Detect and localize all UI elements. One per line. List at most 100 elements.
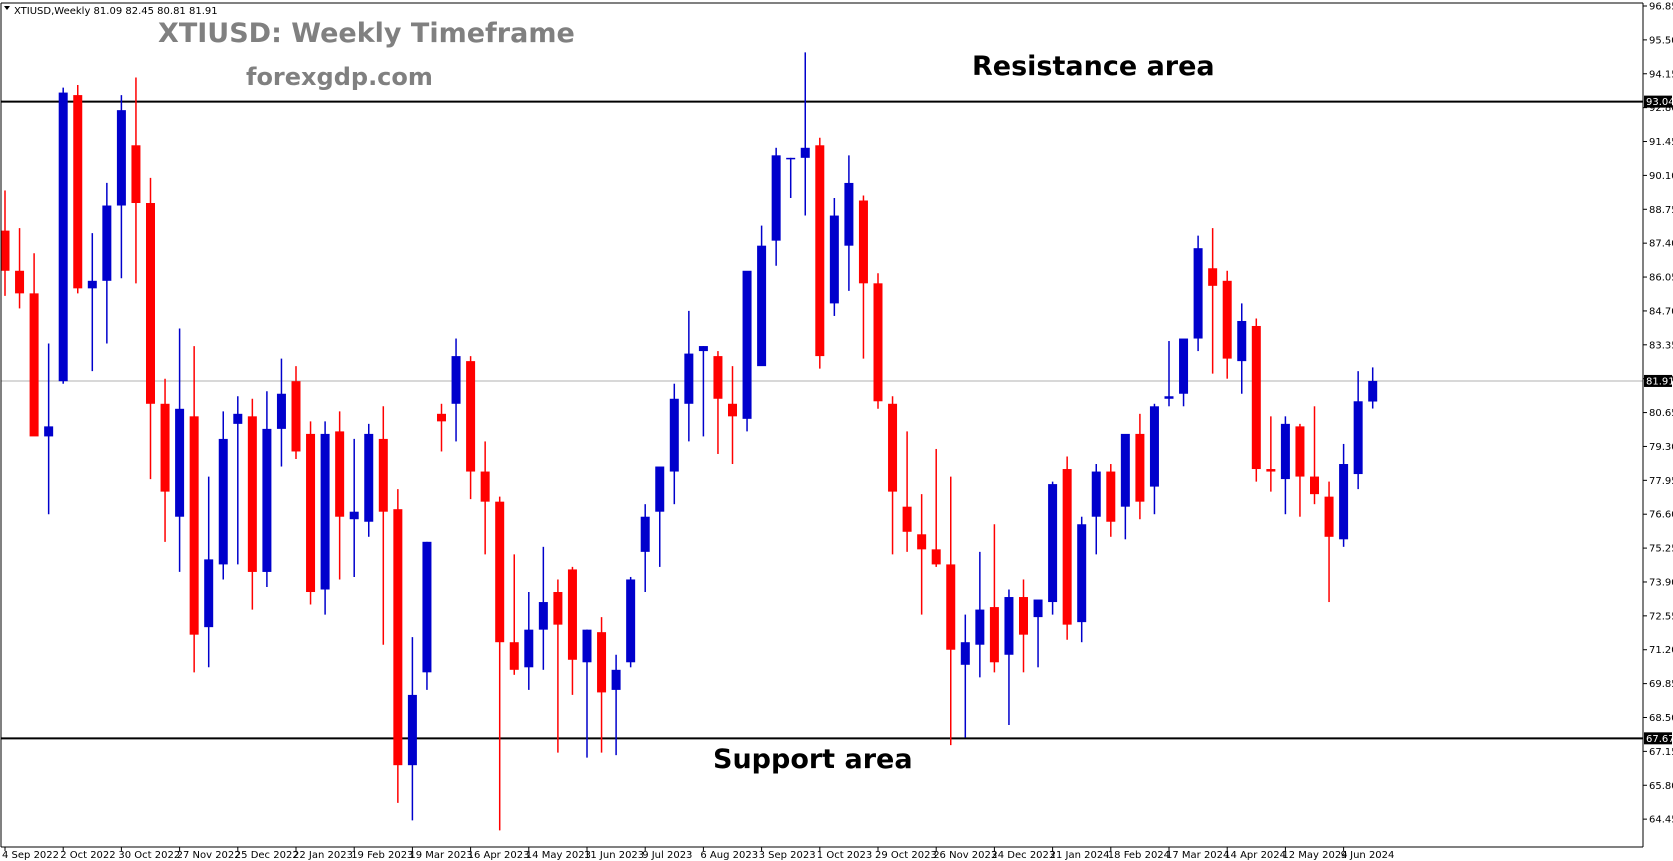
candle — [451, 338, 461, 442]
candle-body — [1280, 423, 1290, 480]
candle-body — [1295, 426, 1305, 477]
candle-body — [684, 353, 694, 404]
time-tick-label: 27 Nov 2022 — [177, 850, 241, 861]
price-tick-label: 96.85 — [1649, 2, 1673, 13]
collapse-triangle-icon[interactable] — [4, 6, 10, 10]
candle — [102, 182, 112, 344]
candle — [466, 356, 476, 500]
candle-body — [597, 632, 607, 693]
candle-body — [1062, 469, 1072, 625]
candle — [422, 541, 432, 690]
candle-body — [29, 293, 39, 437]
candle — [1149, 403, 1159, 515]
price-tick-label: 94.15 — [1649, 69, 1673, 80]
candle — [73, 85, 83, 294]
candle-body — [1004, 597, 1014, 655]
price-tag-bg — [1644, 95, 1672, 108]
time-tick-label: 29 Oct 2023 — [875, 850, 937, 861]
candle-body — [1251, 325, 1261, 470]
candle — [320, 421, 330, 615]
candle-body — [888, 403, 898, 492]
candle-body — [306, 433, 316, 593]
candle — [160, 378, 170, 542]
candle — [1120, 433, 1130, 540]
candle-body — [437, 413, 446, 422]
price-tag-bg — [1644, 374, 1672, 387]
candle — [757, 225, 767, 367]
candle — [276, 358, 286, 467]
candle — [189, 346, 199, 673]
price-tick-label: 76.60 — [1649, 510, 1673, 521]
price-tick-label: 68.50 — [1649, 713, 1673, 724]
candle-body — [1208, 268, 1218, 286]
candle — [728, 366, 737, 465]
candle-body — [582, 629, 592, 663]
candle-body — [102, 205, 112, 281]
candle — [131, 77, 141, 284]
candle — [1324, 481, 1334, 603]
candle-body — [495, 501, 505, 643]
candle-body — [989, 607, 999, 663]
candle — [1251, 318, 1261, 482]
price-tick-label: 84.70 — [1649, 306, 1673, 317]
candle-body — [480, 471, 490, 502]
candle-body — [538, 602, 548, 630]
candle-body — [786, 157, 796, 160]
support-price-tag: 67.67 — [1644, 732, 1673, 745]
price-tag-label: 67.67 — [1646, 734, 1673, 745]
candle — [306, 421, 316, 605]
candle-body — [829, 215, 839, 304]
candle-body — [611, 669, 621, 690]
candle — [917, 494, 927, 615]
candle-body — [44, 426, 54, 437]
candle-body — [1179, 338, 1189, 394]
candle-body — [1106, 471, 1116, 522]
time-tick-label: 14 Apr 2024 — [1224, 850, 1286, 861]
candle-body — [1019, 597, 1028, 635]
price-tick-label: 65.80 — [1649, 781, 1673, 792]
time-tick-label: 1 Oct 2023 — [817, 850, 872, 861]
resistance-price-tag: 93.04 — [1644, 95, 1673, 108]
time-tick-label: 25 Dec 2022 — [235, 850, 299, 861]
candle — [946, 476, 956, 746]
candles — [0, 52, 1378, 831]
time-tick-label: 24 Dec 2023 — [991, 850, 1055, 861]
time-tick-label: 21 Jan 2024 — [1050, 850, 1110, 861]
candle — [291, 366, 301, 459]
candle — [582, 629, 592, 758]
time-tick-label: 3 Sep 2023 — [759, 850, 816, 861]
price-tag-bg — [1644, 732, 1672, 745]
price-tick-label: 83.35 — [1649, 340, 1673, 351]
price-tick-label: 88.75 — [1649, 205, 1673, 216]
candle-body — [1120, 433, 1130, 507]
candle — [975, 551, 985, 678]
candle-body — [509, 642, 519, 670]
candle-body — [873, 283, 883, 402]
candle-body — [1149, 406, 1159, 487]
time-tick-label: 12 May 2024 — [1282, 850, 1347, 861]
candle — [1077, 516, 1087, 643]
candle — [480, 441, 490, 555]
price-tick-label: 90.10 — [1649, 171, 1673, 182]
candle-body — [160, 403, 170, 492]
candle — [393, 489, 403, 803]
candle — [1193, 235, 1203, 352]
candle-body — [1310, 476, 1319, 495]
candle-body — [1164, 396, 1174, 399]
candle — [1222, 270, 1232, 379]
candle — [989, 524, 999, 673]
candle — [437, 403, 446, 452]
candle-body — [713, 356, 723, 399]
candle-body — [276, 393, 286, 429]
price-tick-label: 92.80 — [1649, 103, 1673, 114]
candle — [146, 177, 155, 480]
time-tick-label: 19 Feb 2023 — [351, 850, 413, 861]
resistance-area-label: Resistance area — [972, 51, 1215, 82]
candle-body — [844, 182, 854, 246]
price-tick-label: 95.50 — [1649, 35, 1673, 46]
price-tags: 93.04 81.91 67.67 — [1644, 95, 1673, 745]
candle — [902, 431, 912, 552]
